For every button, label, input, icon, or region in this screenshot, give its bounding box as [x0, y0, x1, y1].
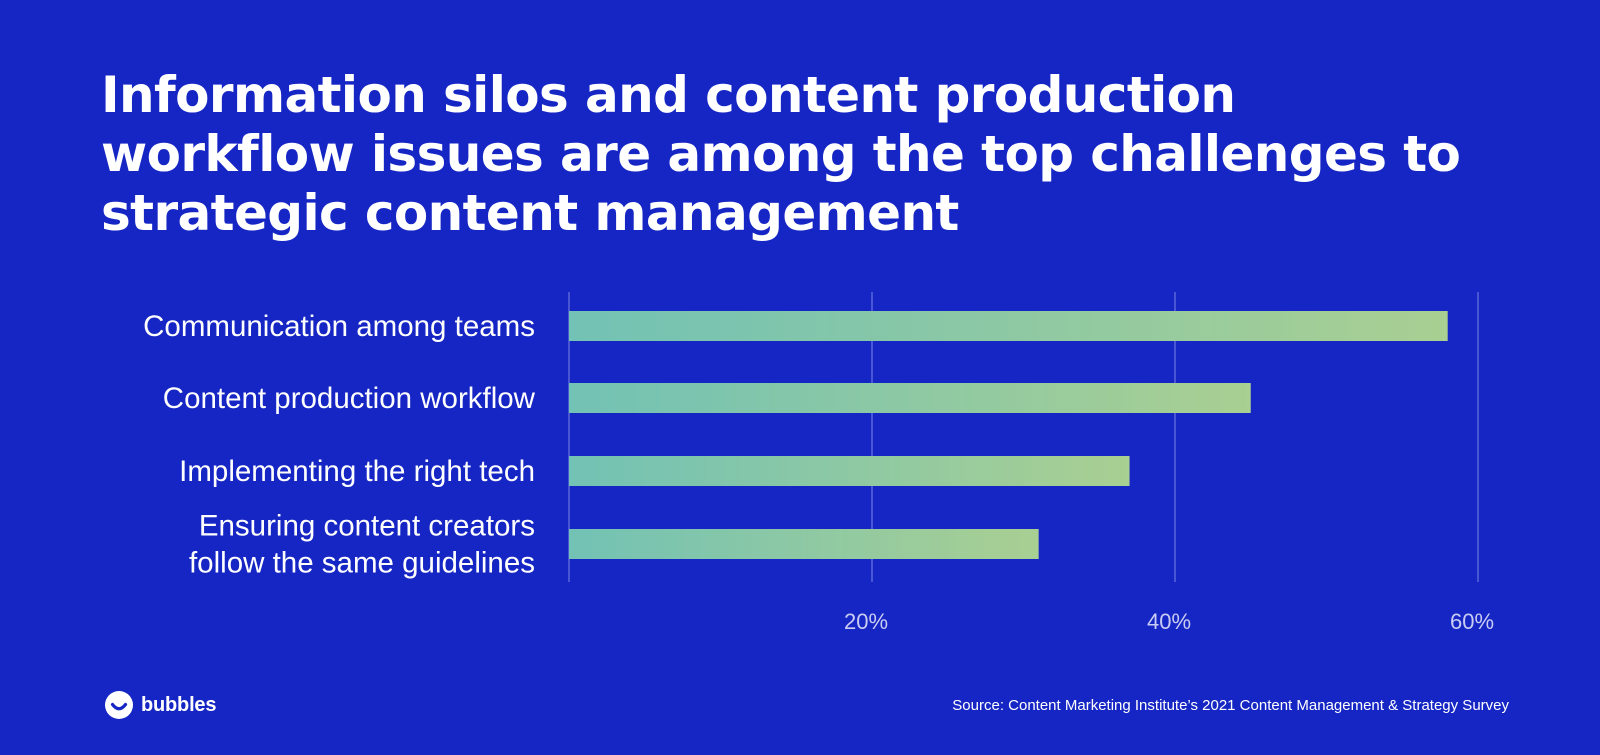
tick-label-60: 60% — [1450, 609, 1494, 634]
x-axis-tick-labels: 20% 40% 60% — [844, 609, 1494, 634]
category-label-1: Communication among teams — [143, 310, 535, 343]
bubbles-logo-icon — [105, 691, 133, 719]
tick-label-40: 40% — [1147, 609, 1191, 634]
bar-3 — [569, 456, 1130, 486]
bubbles-logo: bubbles — [104, 690, 216, 720]
category-labels: Communication among teams Content product… — [143, 310, 536, 580]
bar-4 — [569, 529, 1039, 559]
bars — [569, 311, 1448, 559]
chart-title: Information silos and content production… — [101, 66, 1461, 242]
bar-2 — [569, 383, 1251, 413]
category-label-4: Ensuring content creators follow the same… — [189, 510, 535, 580]
tick-label-20: 20% — [844, 609, 888, 634]
category-label-3: Implementing the right tech — [179, 455, 535, 488]
category-label-2: Content production workflow — [163, 382, 536, 415]
bar-chart: Communication among teams Content product… — [143, 292, 1494, 634]
source-note: Source: Content Marketing Institute’s 20… — [952, 697, 1509, 714]
bar-1 — [569, 311, 1448, 341]
logo-wordmark: bubbles — [141, 693, 217, 716]
